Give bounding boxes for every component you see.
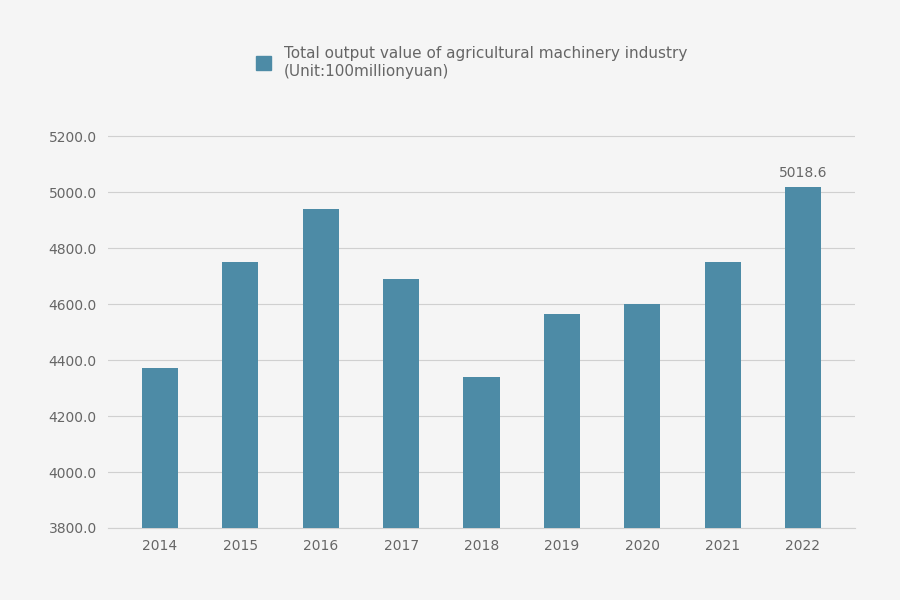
Bar: [705, 262, 741, 528]
Text: 5018.6: 5018.6: [778, 166, 827, 180]
Bar: [383, 279, 419, 528]
Bar: [624, 304, 661, 528]
Bar: [142, 368, 178, 528]
Bar: [302, 209, 339, 528]
Bar: [464, 377, 500, 528]
Bar: [222, 262, 258, 528]
Bar: [785, 187, 821, 528]
Bar: [544, 314, 580, 528]
Legend: Total output value of agricultural machinery industry
(Unit:100millionyuan): Total output value of agricultural machi…: [250, 40, 693, 85]
